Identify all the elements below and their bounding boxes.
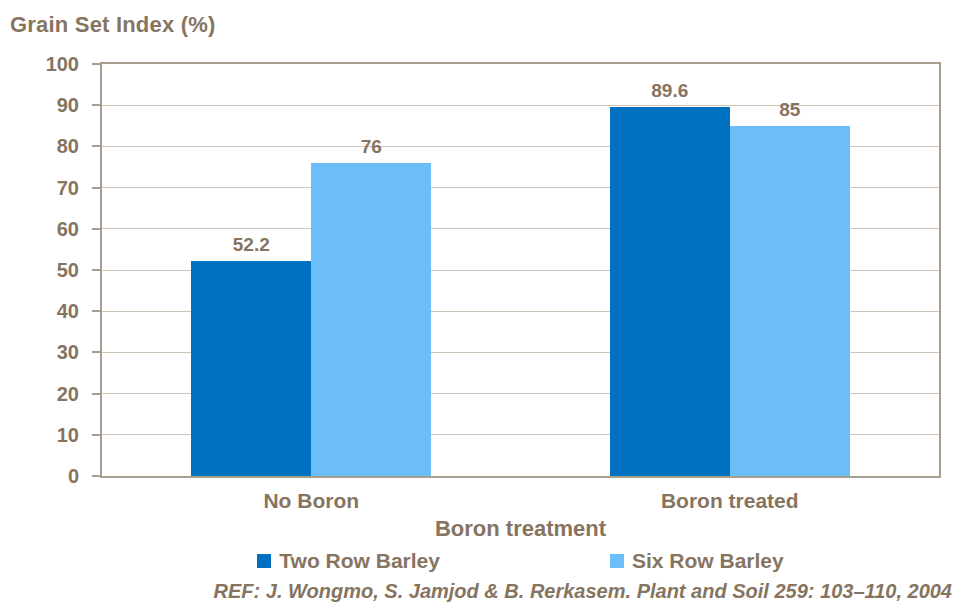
y-tick-label-70: 70: [0, 175, 79, 201]
y-tick-mark-40: [92, 310, 100, 312]
y-tick-mark-10: [92, 434, 100, 436]
bar-six-row-barley-boron-treated: [730, 126, 850, 476]
y-tick-mark-50: [92, 269, 100, 271]
y-tick-mark-0: [92, 475, 100, 477]
bar-two-row-barley-no-boron: [191, 261, 311, 476]
y-tick-label-50: 50: [0, 257, 79, 283]
legend-item-six-row-barley: Six Row Barley: [610, 549, 784, 573]
y-tick-label-90: 90: [0, 92, 79, 118]
data-label-two-row-barley-no-boron: 52.2: [201, 233, 301, 257]
reference-text: REF: J. Wongmo, S. Jamjod & B. Rerkasem.…: [214, 580, 952, 603]
legend-swatch-six-row-barley: [610, 554, 624, 568]
legend: Two Row Barley Six Row Barley: [100, 549, 941, 573]
y-tick-mark-20: [92, 393, 100, 395]
data-label-six-row-barley-no-boron: 76: [321, 135, 421, 159]
bar-chart: Grain Set Index (%) 52.2 76 89.6 85 0 10 20 30…: [0, 0, 960, 610]
bar-two-row-barley-boron-treated: [610, 107, 730, 476]
bar-six-row-barley-no-boron: [311, 163, 431, 476]
y-tick-label-40: 40: [0, 298, 79, 324]
y-tick-mark-100: [92, 63, 100, 65]
x-axis-title: Boron treatment: [100, 516, 941, 542]
y-tick-label-30: 30: [0, 339, 79, 365]
y-tick-label-100: 100: [0, 51, 79, 77]
y-tick-mark-90: [92, 104, 100, 106]
y-tick-label-20: 20: [0, 381, 79, 407]
y-tick-label-10: 10: [0, 422, 79, 448]
y-tick-mark-70: [92, 187, 100, 189]
y-tick-label-80: 80: [0, 133, 79, 159]
legend-item-two-row-barley: Two Row Barley: [257, 549, 440, 573]
y-tick-label-60: 60: [0, 216, 79, 242]
data-label-six-row-barley-boron-treated: 85: [740, 98, 840, 122]
x-category-boron-treated: Boron treated: [580, 489, 880, 513]
y-tick-mark-60: [92, 228, 100, 230]
x-category-no-boron: No Boron: [161, 489, 461, 513]
plot-area: 52.2 76 89.6 85: [100, 62, 941, 478]
legend-swatch-two-row-barley: [257, 554, 271, 568]
y-tick-mark-80: [92, 145, 100, 147]
legend-label-two-row-barley: Two Row Barley: [279, 549, 440, 573]
data-label-two-row-barley-boron-treated: 89.6: [620, 79, 720, 103]
legend-label-six-row-barley: Six Row Barley: [632, 549, 784, 573]
chart-title: Grain Set Index (%): [10, 12, 216, 38]
y-tick-label-0: 0: [0, 463, 79, 489]
y-tick-mark-30: [92, 351, 100, 353]
